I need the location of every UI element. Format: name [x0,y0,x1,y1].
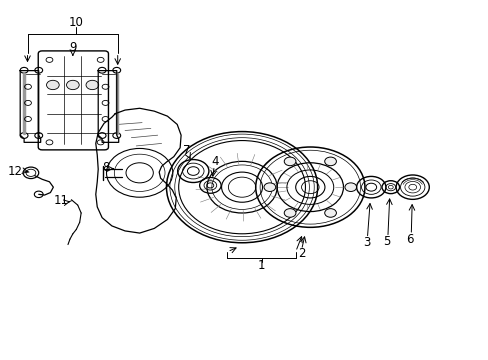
Circle shape [264,183,275,192]
Text: 11: 11 [54,194,69,207]
Text: 5: 5 [383,235,390,248]
Circle shape [344,183,356,192]
Text: 10: 10 [69,16,83,29]
Text: 12: 12 [8,165,23,177]
Text: 4: 4 [211,155,219,168]
Text: 3: 3 [362,236,369,249]
Text: 1: 1 [257,259,265,272]
Text: 2: 2 [297,247,305,260]
Circle shape [324,157,336,166]
Text: 6: 6 [406,233,413,246]
Text: 9: 9 [69,41,77,54]
Text: 7: 7 [183,144,190,157]
Circle shape [86,80,99,90]
Circle shape [66,80,79,90]
Circle shape [324,209,336,217]
Circle shape [46,80,59,90]
Circle shape [284,209,295,217]
Text: 8: 8 [102,161,109,174]
Circle shape [284,157,295,166]
